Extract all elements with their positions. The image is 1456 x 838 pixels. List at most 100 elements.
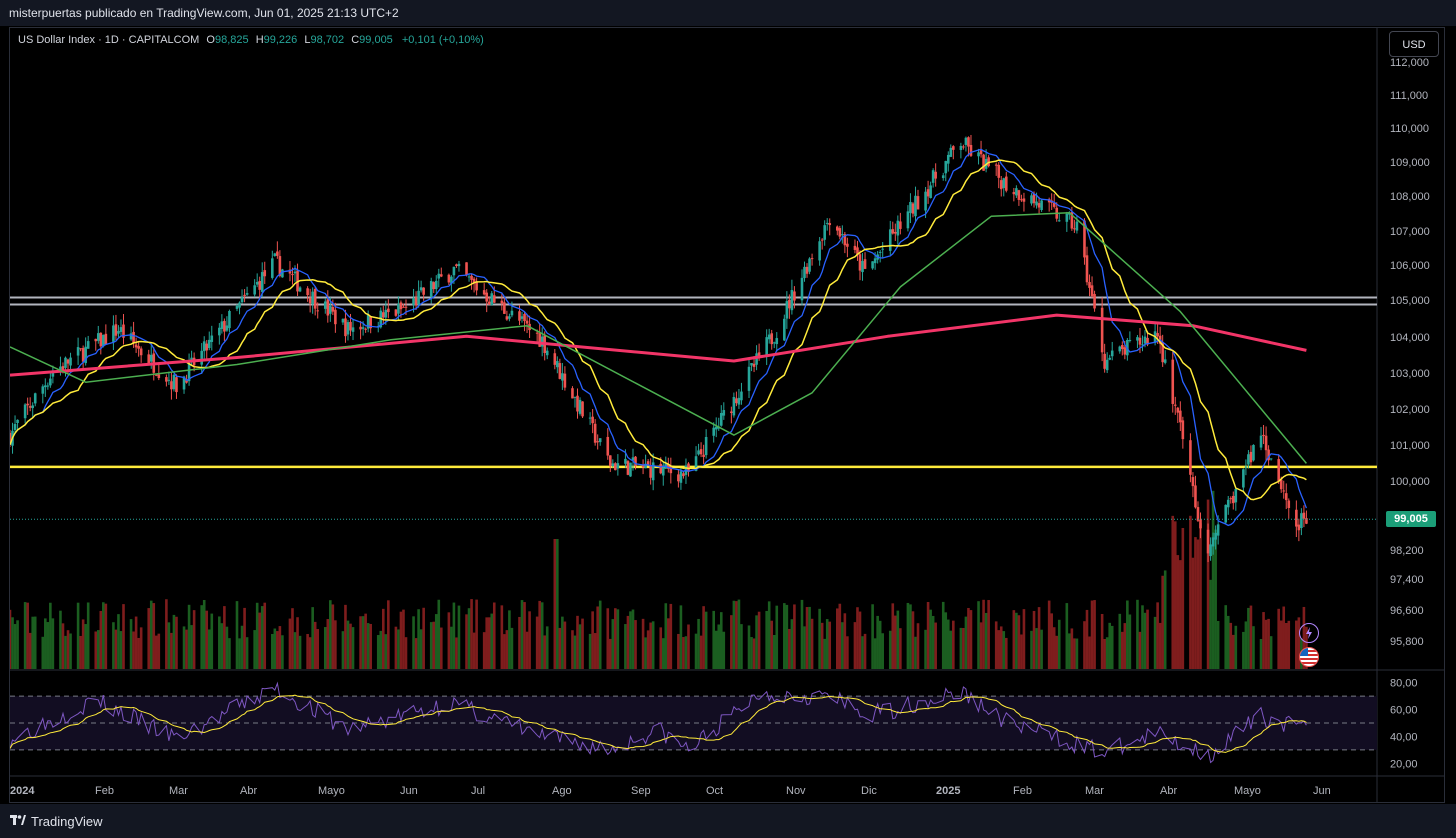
volume-bar xyxy=(402,610,405,669)
candle-body xyxy=(536,333,539,334)
volume-bar xyxy=(175,617,178,669)
candle-body xyxy=(1232,496,1235,503)
candle-body xyxy=(995,165,998,166)
volume-bar xyxy=(102,602,105,669)
candle-body xyxy=(929,185,932,198)
volume-bar xyxy=(276,631,279,669)
candle-body xyxy=(1030,195,1033,203)
candle-body xyxy=(722,410,725,416)
symbol-legend: US Dollar Index · 1D · CAPITALCOM O98,82… xyxy=(18,34,484,46)
volume-bar xyxy=(150,601,153,669)
volume-bar xyxy=(243,608,246,669)
candle-body xyxy=(488,302,491,305)
volume-bar xyxy=(912,611,915,669)
volume-bar xyxy=(929,610,932,669)
volume-bar xyxy=(311,607,314,669)
volume-bar xyxy=(695,634,698,669)
volume-bar xyxy=(208,629,211,669)
volume-bar xyxy=(914,637,917,669)
candle-body xyxy=(1295,510,1298,527)
volume-bar xyxy=(122,604,125,669)
volume-bar xyxy=(652,621,655,669)
volume-bar xyxy=(1020,634,1023,669)
candle-body xyxy=(291,274,294,275)
candle-body xyxy=(546,351,549,356)
volume-bar xyxy=(100,611,103,669)
candle-body xyxy=(591,417,594,424)
volume-bar xyxy=(132,632,135,669)
candle-body xyxy=(748,367,751,391)
candle-body xyxy=(82,348,85,362)
volume-bar xyxy=(1212,491,1215,669)
candle-body xyxy=(147,354,150,363)
currency-button[interactable]: USD xyxy=(1389,31,1439,57)
lightning-event-icon[interactable] xyxy=(1299,623,1319,643)
candle-body xyxy=(306,288,309,295)
candle-body xyxy=(571,388,574,398)
volume-bar xyxy=(944,612,947,669)
volume-bar xyxy=(876,616,879,669)
volume-bar xyxy=(115,630,118,669)
time-tick-label: Jun xyxy=(1313,785,1331,797)
volume-bar xyxy=(801,600,804,669)
candle-body xyxy=(773,342,776,343)
candle-body xyxy=(1247,454,1250,464)
volume-bar xyxy=(306,634,309,669)
volume-bar xyxy=(450,627,453,669)
us-flag-event-icon[interactable] xyxy=(1299,647,1319,667)
volume-bar xyxy=(700,636,703,669)
candle-body xyxy=(909,202,912,213)
candle-body xyxy=(501,301,504,304)
price-tick-label: 103,000 xyxy=(1390,368,1430,380)
candle-body xyxy=(294,272,297,274)
volume-bar xyxy=(1071,628,1074,669)
candle-body xyxy=(559,363,562,379)
tradingview-logo[interactable]: TradingView xyxy=(10,814,103,829)
high-value: 99,226 xyxy=(264,34,298,46)
candle-body xyxy=(1214,533,1217,540)
volume-bar xyxy=(748,625,751,669)
volume-bar xyxy=(909,604,912,669)
volume-bar xyxy=(417,609,420,669)
volume-bar xyxy=(1179,560,1182,669)
volume-bar xyxy=(864,634,867,669)
candle-body xyxy=(649,465,652,477)
chart-panel[interactable]: 112,000 111,000 110,000 109,000 108,000 107,0… xyxy=(9,27,1445,803)
volume-bar xyxy=(52,618,55,669)
volume-bar xyxy=(712,611,715,669)
candle-body xyxy=(680,471,683,483)
candle-body xyxy=(564,374,567,388)
candle-body xyxy=(740,392,743,401)
candle-body xyxy=(715,427,718,430)
volume-bar xyxy=(210,614,213,669)
volume-bar xyxy=(770,621,773,669)
candle-body xyxy=(1192,477,1195,486)
candle-body xyxy=(405,307,408,308)
price-tick-label: 106,000 xyxy=(1390,260,1430,272)
volume-bar xyxy=(488,617,491,669)
candle-body xyxy=(261,272,264,292)
candle-body xyxy=(786,301,789,318)
price-chart[interactable]: 112,000 111,000 110,000 109,000 108,000 107,0… xyxy=(10,28,1444,802)
rsi-tick-label: 60,00 xyxy=(1390,705,1418,717)
volume-bar xyxy=(871,604,874,669)
candle-body xyxy=(1245,467,1248,468)
candle-body xyxy=(768,335,771,340)
candle-body xyxy=(412,298,415,305)
candle-body xyxy=(1217,524,1220,535)
candle-body xyxy=(29,406,32,408)
volume-bar xyxy=(775,606,778,669)
volume-bar xyxy=(659,627,662,669)
volume-bar xyxy=(735,601,738,669)
candle-body xyxy=(334,310,337,324)
volume-bar xyxy=(263,603,266,669)
candle-body xyxy=(175,377,178,392)
candle-body xyxy=(150,355,153,362)
volume-bar xyxy=(97,630,100,669)
symbol-name[interactable]: US Dollar Index · 1D · CAPITALCOM xyxy=(18,34,199,46)
candle-body xyxy=(1013,192,1016,194)
volume-bar xyxy=(377,635,380,669)
volume-bar xyxy=(808,607,811,669)
publish-info: misterpuertas publicado en TradingView.c… xyxy=(0,0,1456,26)
candle-body xyxy=(1235,489,1238,502)
